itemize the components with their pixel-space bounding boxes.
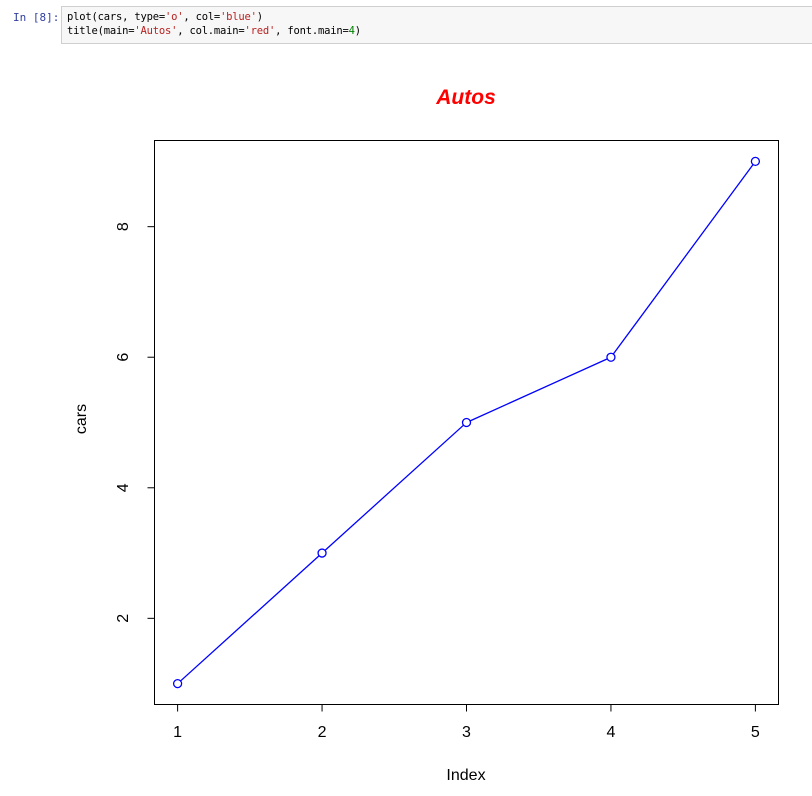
code-text: , col= xyxy=(183,11,221,23)
y-tick-label: 2 xyxy=(115,614,132,623)
series-layer xyxy=(172,156,761,689)
series-line-segment xyxy=(469,358,608,422)
code-text: , col.main= xyxy=(177,25,245,37)
code-number: 4 xyxy=(348,25,355,37)
data-point xyxy=(461,417,472,428)
data-point xyxy=(750,156,761,167)
code-line-2[interactable]: title(main='Autos', col.main='red', font… xyxy=(67,25,361,37)
code-string: 'Autos' xyxy=(134,25,178,37)
code-text: ) xyxy=(354,25,361,37)
data-point xyxy=(172,678,183,689)
code-line-1[interactable]: plot(cars, type='o', col='blue') xyxy=(67,11,263,23)
x-axis-label: Index xyxy=(446,767,485,784)
plot-output: Autos 1 2 3 4 5 2 4 6 8 Index cars xyxy=(0,48,812,792)
code-string: 'red' xyxy=(244,25,276,37)
x-axis: 1 2 3 4 5 xyxy=(173,704,760,741)
notebook-cell: In [8]: plot(cars, type='o', col='blue')… xyxy=(0,0,812,48)
x-tick-label: 2 xyxy=(318,724,327,741)
x-tick-label: 5 xyxy=(751,724,760,741)
code-text: , font.main= xyxy=(275,25,349,37)
code-editor[interactable]: plot(cars, type='o', col='blue') title(m… xyxy=(61,6,812,44)
code-string: 'blue' xyxy=(220,11,257,23)
data-point xyxy=(606,352,616,362)
x-tick-label: 4 xyxy=(606,724,615,741)
x-tick-label: 1 xyxy=(173,724,182,741)
data-point xyxy=(317,548,327,558)
cell-prompt: In [8]: xyxy=(13,11,60,24)
series-line-segment xyxy=(324,424,464,551)
code-text: plot(cars, type= xyxy=(67,11,165,23)
y-tick-label: 4 xyxy=(115,483,132,492)
code-text: title(main= xyxy=(67,25,135,37)
y-tick-label: 8 xyxy=(115,222,132,231)
y-axis-label: cars xyxy=(73,404,90,434)
code-text: ) xyxy=(256,11,263,23)
x-tick-label: 3 xyxy=(462,724,471,741)
chart-title: Autos xyxy=(435,86,496,109)
y-tick-label: 6 xyxy=(115,353,132,362)
y-axis: 2 4 6 8 xyxy=(115,222,155,623)
series-line-segment xyxy=(612,164,754,355)
line-chart: Autos 1 2 3 4 5 2 4 6 8 Index cars xyxy=(73,86,779,784)
series-line-segment xyxy=(180,555,320,682)
code-string: 'o' xyxy=(164,11,184,23)
